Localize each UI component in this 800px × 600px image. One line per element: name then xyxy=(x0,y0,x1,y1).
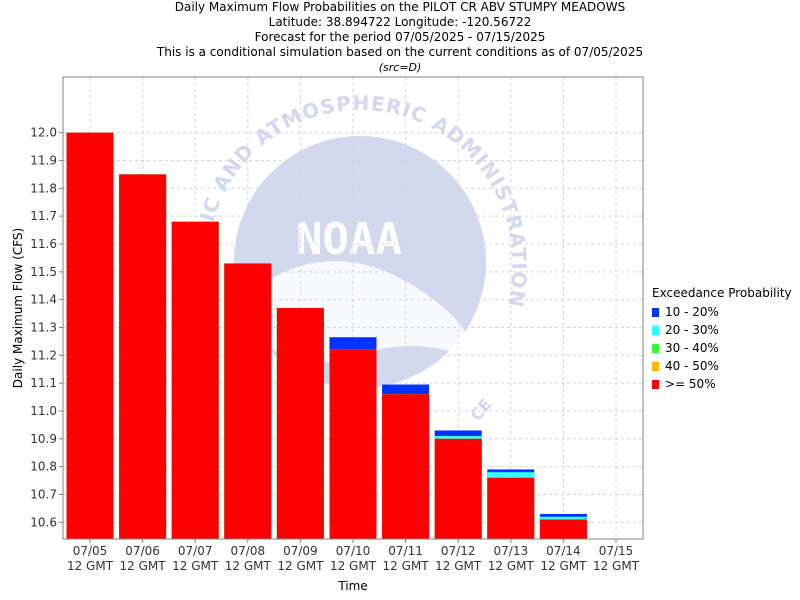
legend-item-40-50: 40 - 50% xyxy=(652,357,792,375)
y-tick-label: 11.9 xyxy=(30,153,57,167)
x-tick-label-time: 12 GMT xyxy=(488,559,535,573)
y-tick-label: 11.6 xyxy=(30,237,57,251)
bar xyxy=(382,394,430,539)
legend-title: Exceedance Probability xyxy=(652,286,792,300)
y-tick-label: 10.8 xyxy=(30,460,57,474)
x-tick-label-time: 12 GMT xyxy=(67,559,114,573)
bar xyxy=(171,221,219,539)
y-tick-label: 10.9 xyxy=(30,432,57,446)
legend-item-50-plus: >= 50% xyxy=(652,375,792,393)
x-tick-label-date: 07/08 xyxy=(231,544,266,558)
legend-swatch xyxy=(652,361,659,371)
y-tick-label: 11.0 xyxy=(30,404,57,418)
y-tick-label: 10.7 xyxy=(30,487,57,501)
x-tick-label-date: 07/15 xyxy=(599,544,634,558)
x-tick-label-time: 12 GMT xyxy=(435,559,482,573)
x-tick-label-time: 12 GMT xyxy=(225,559,272,573)
watermark-logo-text: NOAA xyxy=(296,214,402,265)
chart-title-block: Daily Maximum Flow Probabilities on the … xyxy=(0,0,800,75)
bar xyxy=(539,519,587,539)
y-tick-label: 11.7 xyxy=(30,209,57,223)
bar xyxy=(276,308,324,539)
chart-title: Daily Maximum Flow Probabilities on the … xyxy=(174,0,626,14)
x-tick-label-time: 12 GMT xyxy=(172,559,219,573)
legend-swatch xyxy=(652,379,659,389)
bar xyxy=(119,174,167,539)
x-tick-label-date: 07/13 xyxy=(494,544,529,558)
x-tick-label-time: 12 GMT xyxy=(383,559,430,573)
legend-item-30-40: 30 - 40% xyxy=(652,339,792,357)
x-tick-label-date: 07/05 xyxy=(73,544,108,558)
y-tick-label: 12.0 xyxy=(30,126,57,140)
y-tick-label: 11.1 xyxy=(30,376,57,390)
y-tick-label: 11.2 xyxy=(30,348,57,362)
legend-label: 40 - 50% xyxy=(665,359,719,373)
y-tick-label: 10.6 xyxy=(30,515,57,529)
y-tick-label: 11.5 xyxy=(30,265,57,279)
x-tick-label-date: 07/09 xyxy=(283,544,318,558)
legend-swatch xyxy=(652,307,659,317)
x-tick-label-date: 07/11 xyxy=(388,544,423,558)
x-tick-label-time: 12 GMT xyxy=(330,559,377,573)
x-tick-label-time: 12 GMT xyxy=(277,559,324,573)
legend-item-10-20: 10 - 20% xyxy=(652,303,792,321)
chart-coordinates: Latitude: 38.894722 Longitude: -120.5672… xyxy=(268,15,532,29)
x-tick-label-date: 07/10 xyxy=(336,544,371,558)
bar xyxy=(224,263,272,539)
chart-simulation-note: This is a conditional simulation based o… xyxy=(156,45,644,59)
x-tick-label-date: 07/07 xyxy=(178,544,213,558)
legend-swatch xyxy=(652,343,659,353)
bar xyxy=(487,477,535,539)
x-tick-label-date: 07/12 xyxy=(441,544,476,558)
legend-swatch xyxy=(652,325,659,335)
legend-item-20-30: 20 - 30% xyxy=(652,321,792,339)
legend-label: 10 - 20% xyxy=(665,305,719,319)
x-tick-label-date: 07/14 xyxy=(546,544,581,558)
legend: Exceedance Probability 10 - 20% 20 - 30%… xyxy=(652,284,792,393)
legend-label: 30 - 40% xyxy=(665,341,719,355)
x-tick-label-time: 12 GMT xyxy=(120,559,167,573)
x-tick-label-time: 12 GMT xyxy=(540,559,587,573)
bar xyxy=(434,438,482,539)
bar xyxy=(329,349,377,539)
chart-forecast-period: Forecast for the period 07/05/2025 - 07/… xyxy=(254,30,546,44)
y-tick-label: 11.4 xyxy=(30,293,57,307)
x-axis-label: Time xyxy=(337,579,367,593)
y-axis-label: Daily Maximum Flow (CFS) xyxy=(11,228,25,388)
legend-label: 20 - 30% xyxy=(665,323,719,337)
y-tick-label: 11.3 xyxy=(30,320,57,334)
y-tick-label: 11.8 xyxy=(30,181,57,195)
chart-source: (src=D) xyxy=(378,61,422,74)
bar xyxy=(66,132,114,539)
x-tick-label-time: 12 GMT xyxy=(593,559,640,573)
legend-label: >= 50% xyxy=(665,377,716,391)
x-tick-label-date: 07/06 xyxy=(125,544,160,558)
